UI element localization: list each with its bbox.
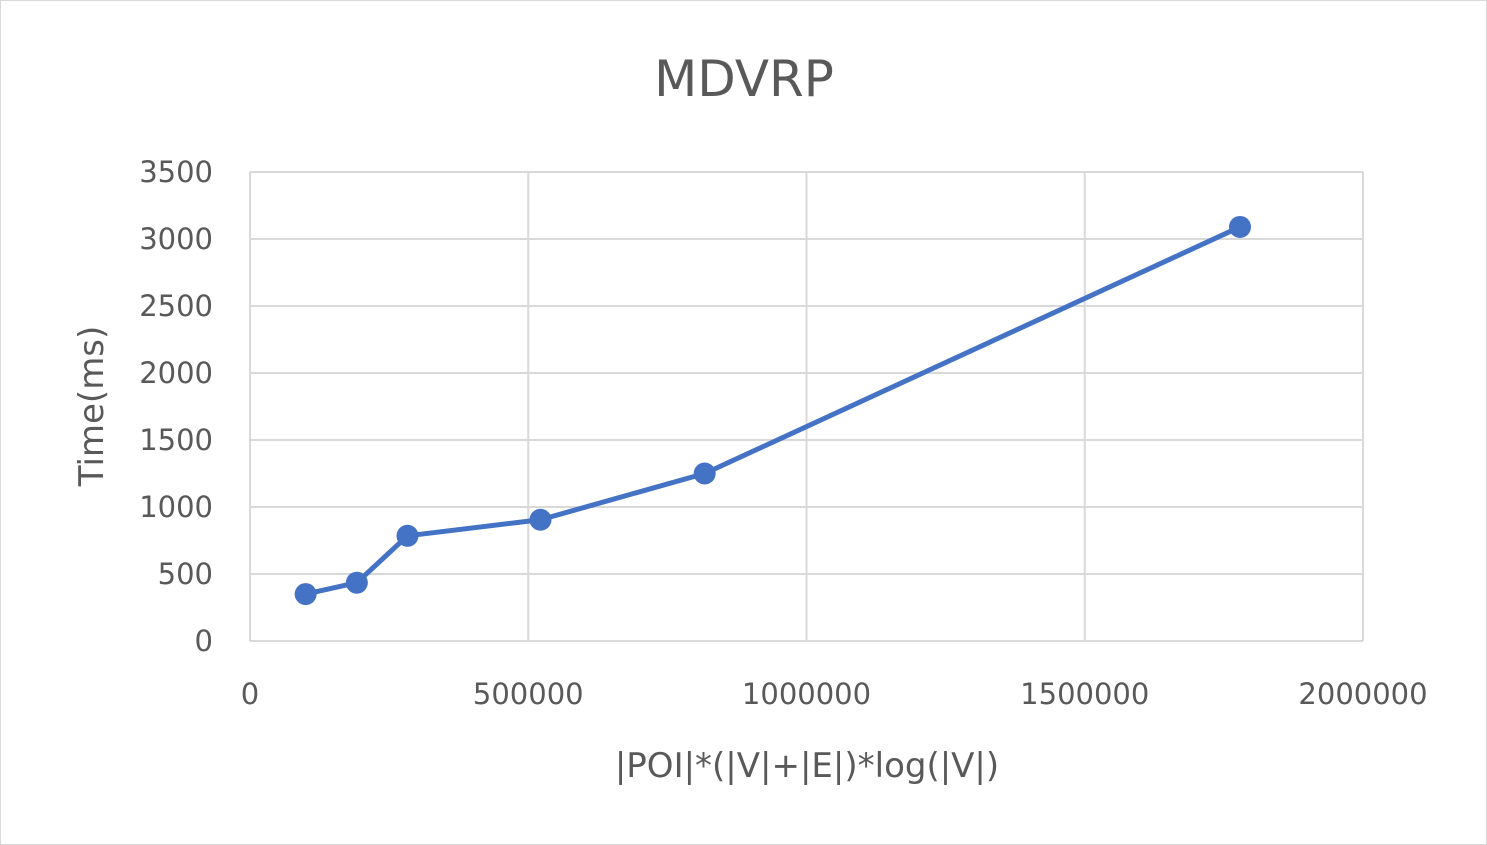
y-tick-label: 3500 (139, 155, 213, 189)
data-point (396, 524, 419, 547)
y-tick-label: 2500 (139, 289, 213, 323)
data-point (529, 508, 552, 531)
series-layer (294, 215, 1252, 606)
data-point (1229, 215, 1252, 238)
y-tick-label: 1000 (139, 490, 213, 524)
y-tick-label: 2000 (139, 356, 213, 390)
tick-layer: 0 500 1000 1500 2000 2500 3000 3500 0 500000 10000… (139, 155, 1427, 711)
y-tick-label: 3000 (139, 222, 213, 256)
data-point (345, 571, 368, 594)
x-tick-label: 1500000 (1020, 677, 1149, 711)
x-tick-label: 500000 (473, 677, 584, 711)
x-tick-label: 0 (241, 677, 259, 711)
y-axis-label: Time(ms) (72, 326, 112, 488)
y-tick-label: 500 (158, 557, 213, 591)
data-point (294, 583, 317, 606)
series-line (303, 224, 1243, 597)
x-axis-label: |POI|*(|V|+|E|)*log(|V|) (615, 746, 999, 786)
data-point (693, 462, 716, 485)
grid-layer (249, 171, 1364, 642)
x-tick-label: 2000000 (1298, 677, 1427, 711)
y-tick-label: 0 (195, 624, 213, 658)
y-tick-label: 1500 (139, 423, 213, 457)
chart-title: MDVRP (654, 50, 834, 108)
x-tick-label: 1000000 (742, 677, 871, 711)
